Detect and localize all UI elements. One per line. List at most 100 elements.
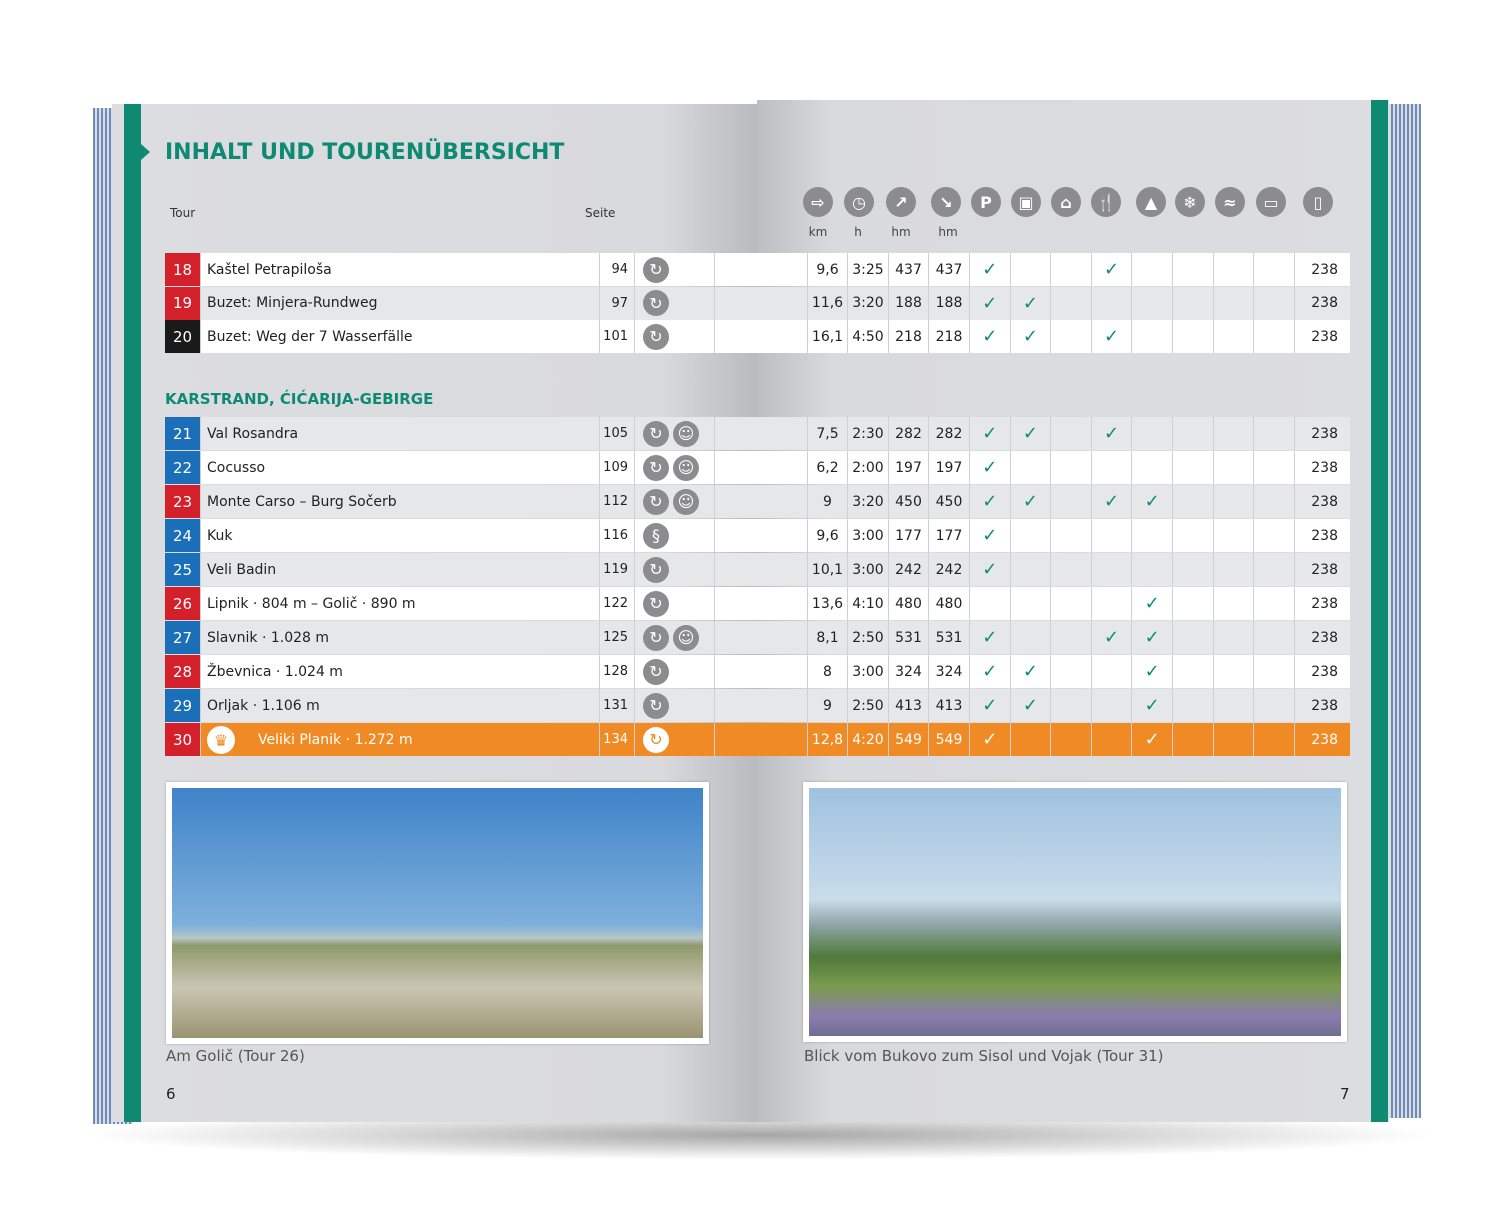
- check-icon: ✓: [1132, 723, 1173, 756]
- tour-h: 2:30: [849, 417, 889, 450]
- tour-type-icons: ↻ ☺: [635, 485, 715, 518]
- tour-km: 6,2: [808, 451, 848, 484]
- tour-name: Veliki Planik · 1.272 m: [201, 723, 600, 756]
- info-page: 238: [1311, 493, 1338, 510]
- kids-icon: ☺: [673, 488, 699, 515]
- empty-cell: [1051, 485, 1092, 518]
- spacer: [715, 655, 808, 688]
- tour-down: 242: [930, 553, 970, 586]
- circular-route-icon: ↻: [643, 590, 669, 617]
- photo-golic: [166, 782, 709, 1044]
- page-number-left: 6: [166, 1085, 176, 1103]
- info-page: 238: [1311, 595, 1338, 612]
- empty-cell: [1254, 689, 1295, 722]
- empty-cell: [970, 587, 1011, 620]
- check-icon: ✓: [1011, 485, 1052, 518]
- circular-route-icon: ↻: [643, 624, 669, 651]
- check-icon: ✓: [970, 451, 1011, 484]
- empty-cell: [1214, 621, 1255, 654]
- empty-cell: [1214, 451, 1255, 484]
- empty-cell: [1092, 723, 1133, 756]
- tour-type-icons: ↻: [635, 553, 715, 586]
- restaurant-icon: 🍴: [1091, 187, 1121, 217]
- tour-page: 134: [600, 723, 635, 756]
- check-icon: ✓: [970, 553, 1011, 586]
- empty-cell: [1214, 655, 1255, 688]
- empty-cell: [1173, 655, 1214, 688]
- info-page: 238: [1311, 527, 1338, 544]
- empty-cell: [1051, 417, 1092, 450]
- tour-name: Buzet: Minjera-Rundweg: [201, 286, 600, 320]
- empty-cell: [1132, 553, 1173, 586]
- green-edge-left: [124, 104, 141, 1122]
- empty-cell: [1051, 723, 1092, 756]
- empty-cell: [1254, 253, 1295, 286]
- empty-cell: [1051, 553, 1092, 586]
- document-icon: ▯: [1303, 187, 1333, 217]
- tour-number: 23: [165, 485, 201, 518]
- tour-h: 2:00: [849, 451, 889, 484]
- empty-cell: [1011, 723, 1052, 756]
- tour-number: 29: [165, 689, 201, 722]
- empty-cell: [1254, 451, 1295, 484]
- empty-cell: [1011, 587, 1052, 620]
- tour-h: 3:00: [849, 553, 889, 586]
- spacer: [715, 451, 808, 484]
- tour-down: 450: [930, 485, 970, 518]
- spacer: [715, 485, 808, 518]
- tour-number: 25: [165, 553, 201, 586]
- empty-cell: [1214, 553, 1255, 586]
- spacer: [715, 621, 808, 654]
- tour-km: 9,6: [808, 519, 848, 552]
- empty-cell: [1011, 553, 1052, 586]
- empty-cell: [1254, 655, 1295, 688]
- empty-cell: [1092, 689, 1133, 722]
- empty-cell: [1214, 587, 1255, 620]
- tour-h: 2:50: [849, 689, 889, 722]
- tour-down: 282: [930, 417, 970, 450]
- empty-cell: [1132, 417, 1173, 450]
- tour-down: 549: [930, 723, 970, 756]
- check-icon: ✓: [970, 320, 1011, 353]
- tour-name: Monte Carso – Burg Sočerb: [201, 485, 600, 518]
- circular-route-icon: ↻: [643, 256, 669, 283]
- empty-cell: [1254, 723, 1295, 756]
- tour-down: 324: [930, 655, 970, 688]
- empty-cell: [1011, 253, 1052, 286]
- spacer: [715, 587, 808, 620]
- tour-up: 218: [889, 320, 929, 353]
- table-row: 28 Žbevnica · 1.024 m 128 ↻ 8 3:00 324 324 ✓ ✓ ✓ 23…: [165, 655, 1350, 688]
- empty-cell: [1011, 519, 1052, 552]
- seite-header: Seite: [585, 206, 616, 220]
- tour-number: 26: [165, 587, 201, 620]
- empty-cell: [1092, 655, 1133, 688]
- empty-cell: [1173, 689, 1214, 722]
- empty-cell: [1173, 553, 1214, 586]
- tour-page: 101: [600, 320, 635, 353]
- tour-km: 8,1: [808, 621, 848, 654]
- empty-cell: [1173, 320, 1214, 353]
- tour-name: Val Rosandra: [201, 417, 600, 450]
- tour-up: 437: [889, 253, 929, 286]
- tour-page: 125: [600, 621, 635, 654]
- table-row: 27 Slavnik · 1.028 m 125 ↻ ☺ 8,1 2:50 531 531 ✓ ✓ ✓…: [165, 621, 1350, 654]
- check-icon: ✓: [1132, 587, 1173, 620]
- tour-up: 549: [889, 723, 929, 756]
- unit-label: km: [808, 225, 828, 239]
- tour-type-icons: ↻: [635, 286, 715, 320]
- empty-cell: [1011, 621, 1052, 654]
- tour-up: 282: [889, 417, 929, 450]
- section-heading: KARSTRAND, ĆIĆARIJA-GEBIRGE: [165, 390, 434, 408]
- tour-km: 10,1: [808, 553, 848, 586]
- spacer: [715, 689, 808, 722]
- tour-up: 450: [889, 485, 929, 518]
- empty-cell: [1254, 417, 1295, 450]
- kids-icon: ☺: [673, 420, 699, 447]
- tour-up: 531: [889, 621, 929, 654]
- check-icon: ✓: [970, 286, 1011, 320]
- tour-km: 12,8: [808, 723, 848, 756]
- signpost-icon: ⇨: [803, 187, 833, 217]
- empty-cell: [1173, 485, 1214, 518]
- tour-down: 437: [930, 253, 970, 286]
- check-icon: ✓: [1011, 689, 1052, 722]
